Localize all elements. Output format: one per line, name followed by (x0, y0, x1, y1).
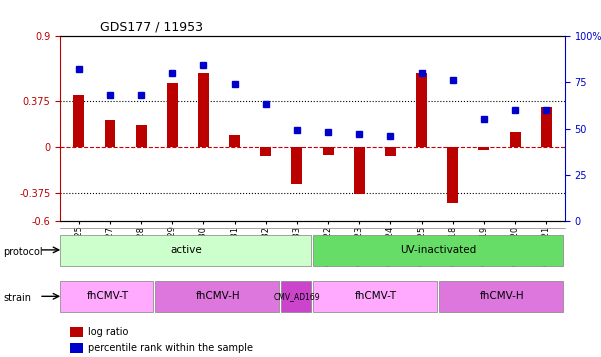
Text: fhCMV-T: fhCMV-T (355, 291, 397, 301)
Text: CMV_AD169: CMV_AD169 (273, 292, 320, 301)
FancyBboxPatch shape (60, 281, 153, 312)
Bar (416, 73, 427, 147)
Bar (70, 327, 83, 337)
Text: GDS177 / 11953: GDS177 / 11953 (100, 20, 204, 33)
Text: fhCMV-H: fhCMV-H (195, 291, 240, 301)
FancyBboxPatch shape (313, 281, 437, 312)
Bar (478, 147, 489, 150)
Bar (73, 95, 84, 147)
FancyBboxPatch shape (439, 281, 563, 312)
Bar (541, 107, 552, 147)
Text: protocol: protocol (3, 247, 43, 257)
Text: fhCMV-H: fhCMV-H (480, 291, 524, 301)
Bar (260, 147, 271, 156)
Bar (291, 147, 302, 184)
FancyBboxPatch shape (313, 235, 563, 266)
Text: percentile rank within the sample: percentile rank within the sample (88, 343, 253, 353)
Bar (167, 83, 178, 147)
Bar (198, 73, 209, 147)
Bar (323, 147, 334, 155)
Text: log ratio: log ratio (88, 327, 128, 337)
Bar (70, 343, 83, 353)
Text: strain: strain (3, 293, 31, 303)
Bar (447, 147, 458, 203)
Text: UV-inactivated: UV-inactivated (401, 245, 477, 255)
Bar (385, 147, 396, 156)
FancyBboxPatch shape (155, 281, 279, 312)
Bar (105, 120, 115, 147)
FancyBboxPatch shape (281, 281, 311, 312)
Bar (136, 125, 147, 147)
Bar (229, 135, 240, 147)
Bar (510, 132, 520, 147)
Text: active: active (171, 245, 202, 255)
FancyBboxPatch shape (60, 235, 311, 266)
Text: fhCMV-T: fhCMV-T (87, 291, 129, 301)
Bar (354, 147, 365, 194)
